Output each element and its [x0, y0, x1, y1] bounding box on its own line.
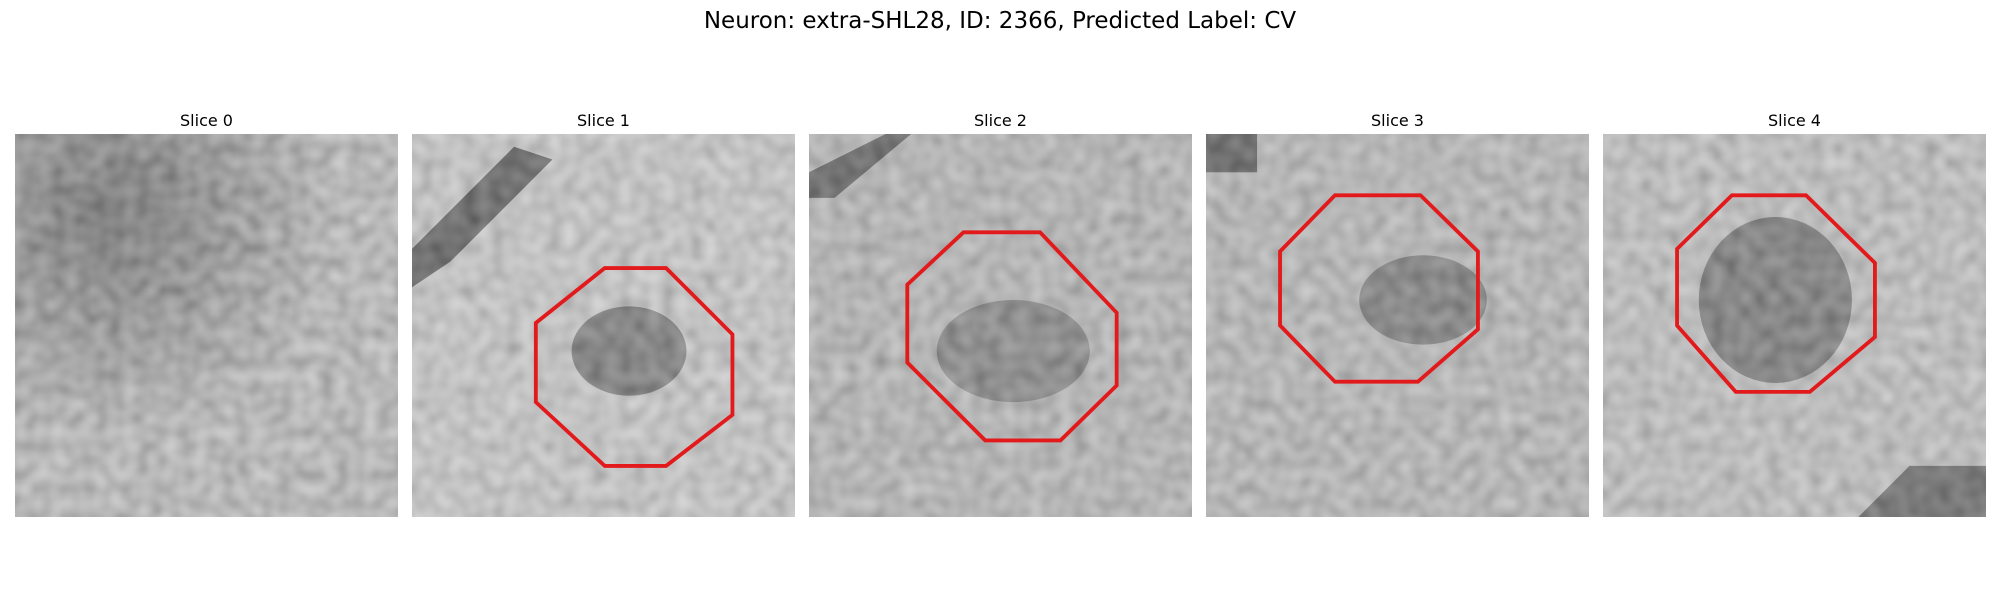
roi-outline-4	[1675, 193, 1877, 394]
slice-image-2	[809, 134, 1192, 517]
slice-image-4	[1603, 134, 1986, 517]
figure-title: Neuron: extra-SHL28, ID: 2366, Predicted…	[703, 8, 1297, 34]
slice-title-4: Slice 4	[1768, 111, 1821, 130]
slice-panel-1: Slice 1	[412, 111, 795, 524]
slice-panel-2: Slice 2	[809, 111, 1192, 524]
slice-panel-3: Slice 3	[1206, 111, 1589, 524]
slice-panel-4: Slice 4	[1603, 111, 1986, 524]
slice-title-0: Slice 0	[180, 111, 233, 130]
roi-outline-1	[533, 266, 735, 468]
slice-panel-0: Slice 0	[15, 111, 398, 524]
slice-image-3	[1206, 134, 1589, 517]
slice-image-1	[412, 134, 795, 517]
roi-outline-3	[1278, 193, 1480, 384]
slice-title-3: Slice 3	[1371, 111, 1424, 130]
slice-image-0	[15, 134, 398, 517]
slice-title-1: Slice 1	[577, 111, 630, 130]
roi-outline-2	[905, 230, 1119, 443]
slice-title-2: Slice 2	[974, 111, 1027, 130]
